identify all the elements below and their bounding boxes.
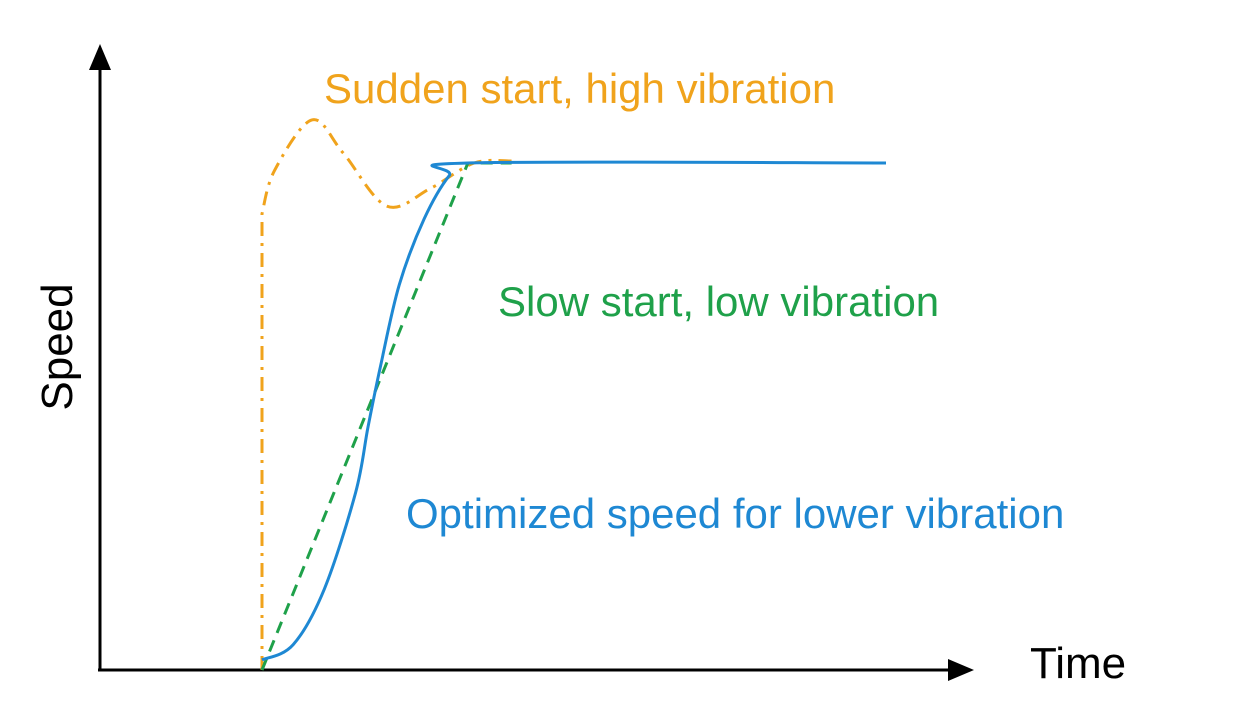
y-axis-arrow — [89, 44, 111, 70]
series-line-2 — [260, 161, 512, 671]
series-layer — [260, 118, 887, 671]
y-axis-label: Speed — [33, 283, 82, 410]
annotation-optimized-speed: Optimized speed for lower vibration — [406, 490, 1064, 537]
x-axis-label: Time — [1030, 639, 1126, 688]
series-line-1 — [260, 118, 512, 670]
annotation-slow-start: Slow start, low vibration — [498, 278, 939, 325]
x-axis-arrow — [948, 659, 974, 681]
annotation-sudden-start: Sudden start, high vibration — [324, 65, 835, 112]
series-line-3 — [261, 160, 887, 662]
